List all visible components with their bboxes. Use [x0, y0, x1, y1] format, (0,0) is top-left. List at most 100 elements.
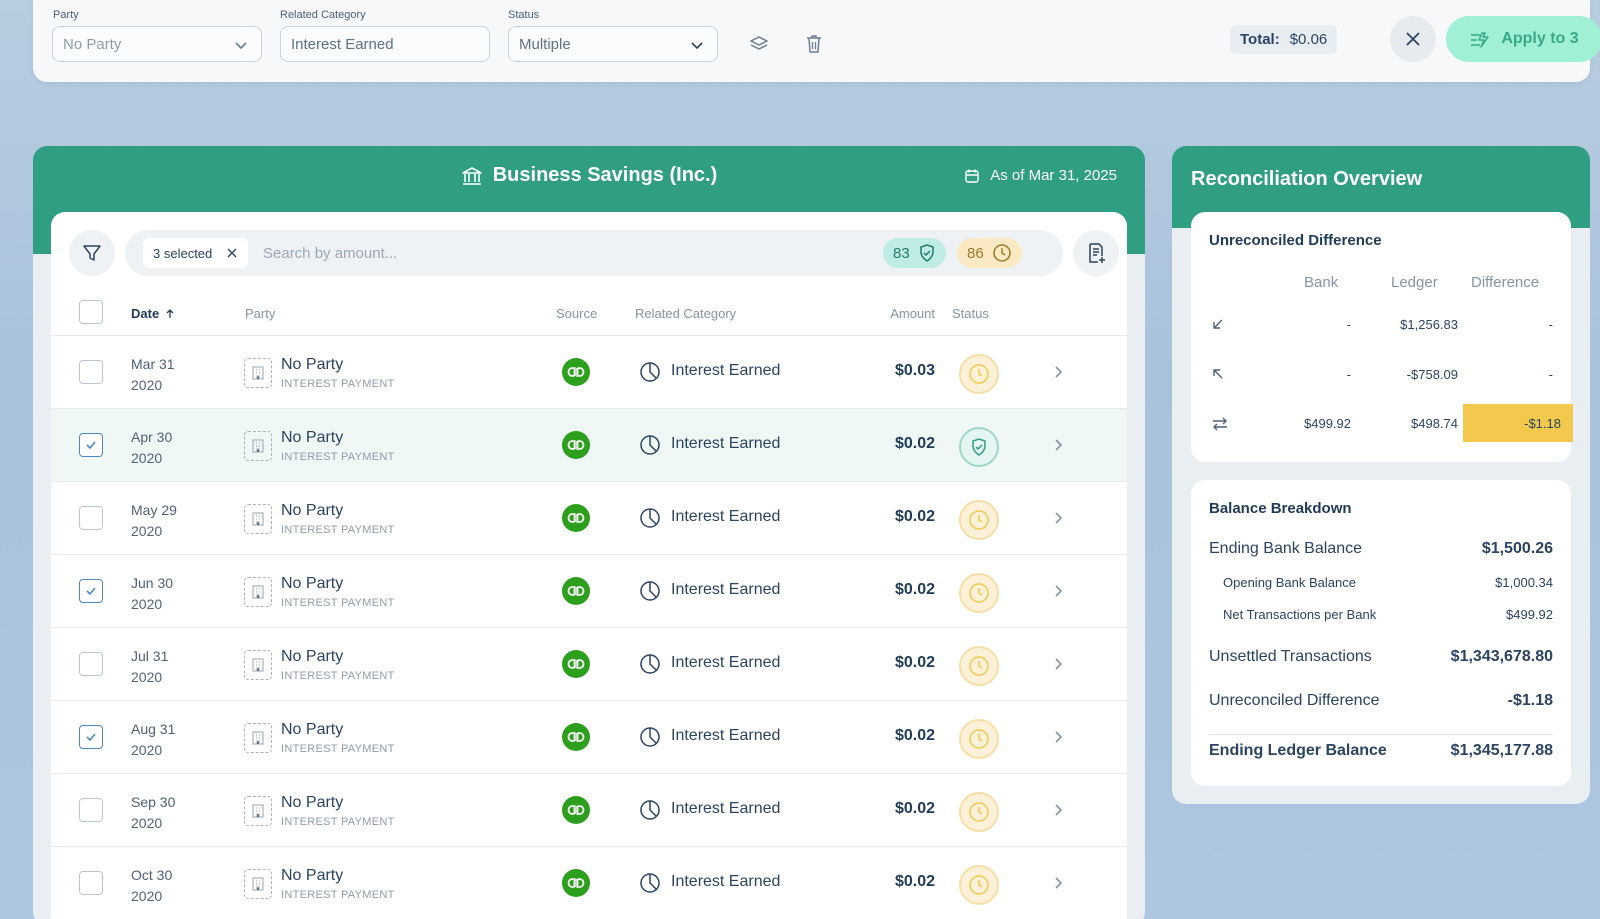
row-checkbox[interactable]	[79, 506, 103, 530]
chevron-right-icon[interactable]	[1051, 875, 1065, 891]
clock-icon[interactable]	[959, 646, 999, 686]
amount-column-header[interactable]: Amount	[890, 306, 935, 321]
building-icon	[244, 650, 272, 680]
unreconciled-difference-card: Unreconciled Difference Bank Ledger Diff…	[1191, 212, 1573, 462]
layers-icon[interactable]	[745, 30, 773, 58]
row-amount: $0.02	[894, 581, 935, 598]
row-category[interactable]: Interest Earned	[671, 362, 781, 379]
row-checkbox[interactable]	[79, 725, 103, 749]
reconciled-count-badge[interactable]: 83	[883, 238, 946, 268]
row-party-name[interactable]: No Party	[281, 356, 344, 373]
pie-chart-icon	[639, 361, 661, 383]
row-category[interactable]: Interest Earned	[671, 654, 781, 671]
row-party-name[interactable]: No Party	[281, 575, 344, 592]
building-icon	[244, 723, 272, 753]
chevron-right-icon[interactable]	[1051, 802, 1065, 818]
table-row[interactable]: May 29 2020 No Party INTEREST PAYMENT Intere…	[51, 482, 1127, 555]
difference-highlight[interactable]: -$1.18	[1463, 404, 1573, 442]
table-row[interactable]: Jun 30 2020 No Party INTEREST PAYMENT Intere…	[51, 555, 1127, 628]
chevron-right-icon[interactable]	[1051, 656, 1065, 672]
row-party-description: INTEREST PAYMENT	[281, 816, 395, 828]
party-field-label: Party	[53, 9, 79, 21]
chevron-right-icon[interactable]	[1051, 510, 1065, 526]
sort-ascending-icon	[166, 308, 174, 318]
clock-icon[interactable]	[959, 865, 999, 905]
row-date-month-day: May 29	[131, 502, 177, 518]
close-button[interactable]	[1390, 16, 1436, 62]
row-party-name[interactable]: No Party	[281, 648, 344, 665]
row-party-name[interactable]: No Party	[281, 429, 344, 446]
table-row[interactable]: Mar 31 2020 No Party INTEREST PAYMENT Intere…	[51, 336, 1127, 409]
selected-chip[interactable]: 3 selected	[143, 238, 249, 268]
apply-button[interactable]: Apply to 3	[1446, 16, 1600, 62]
row-date: Mar 31 2020	[131, 354, 175, 396]
clock-icon[interactable]	[959, 792, 999, 832]
pie-chart-icon	[639, 434, 661, 456]
row-party-name[interactable]: No Party	[281, 794, 344, 811]
search-input[interactable]	[263, 238, 863, 268]
row-category[interactable]: Interest Earned	[671, 435, 781, 452]
row-date-month-day: Apr 30	[131, 429, 173, 445]
date-column-header[interactable]: Date	[131, 306, 175, 321]
filter-icon	[83, 245, 101, 261]
related-category-input[interactable]: Interest Earned	[280, 26, 490, 62]
balance-breakdown-card: Balance Breakdown Ending Bank Balance $1…	[1191, 480, 1571, 786]
row-category[interactable]: Interest Earned	[671, 873, 781, 890]
row-amount: $0.02	[894, 654, 935, 671]
clock-icon[interactable]	[959, 500, 999, 540]
row-checkbox[interactable]	[79, 360, 103, 384]
table-row[interactable]: Aug 31 2020 No Party INTEREST PAYMENT Intere…	[51, 701, 1127, 774]
row-party-name[interactable]: No Party	[281, 502, 344, 519]
unreconciled-label: Unreconciled Difference	[1209, 692, 1380, 709]
table-row[interactable]: Apr 30 2020 No Party INTEREST PAYMENT Intere…	[51, 409, 1127, 482]
quickbooks-icon	[562, 650, 590, 678]
row-category[interactable]: Interest Earned	[671, 508, 781, 525]
party-column-header[interactable]: Party	[245, 306, 276, 321]
row-category[interactable]: Interest Earned	[671, 800, 781, 817]
row-category[interactable]: Interest Earned	[671, 727, 781, 744]
clock-icon[interactable]	[959, 354, 999, 394]
filter-button[interactable]	[69, 230, 115, 276]
row-checkbox[interactable]	[79, 579, 103, 603]
table-row[interactable]: Sep 30 2020 No Party INTEREST PAYMENT Intere…	[51, 774, 1127, 847]
row-date-month-day: Jul 31	[131, 648, 169, 664]
row-date: Apr 30 2020	[131, 427, 172, 469]
select-all-checkbox[interactable]	[79, 300, 103, 324]
arrow-up-left-icon	[1211, 367, 1225, 381]
table-row[interactable]: Oct 30 2020 No Party INTEREST PAYMENT Intere…	[51, 847, 1127, 919]
row-date-month-day: Sep 30	[131, 794, 176, 810]
shield-check-icon[interactable]	[959, 427, 999, 467]
report-button[interactable]	[1073, 230, 1119, 276]
category-column-header[interactable]: Related Category	[635, 306, 737, 321]
table-row[interactable]: Jul 31 2020 No Party INTEREST PAYMENT Intere…	[51, 628, 1127, 701]
row-checkbox[interactable]	[79, 652, 103, 676]
pie-chart-icon	[639, 799, 661, 821]
status-select[interactable]: Multiple	[508, 26, 718, 62]
row-party-name[interactable]: No Party	[281, 721, 344, 738]
status-select-value: Multiple	[519, 35, 571, 53]
account-name: Business Savings (Inc.)	[492, 164, 718, 186]
trash-icon[interactable]	[800, 30, 828, 58]
chevron-right-icon[interactable]	[1051, 583, 1065, 599]
pending-count-badge[interactable]: 86	[957, 238, 1022, 268]
chevron-right-icon[interactable]	[1051, 364, 1065, 380]
total-label: Total:	[1240, 31, 1280, 48]
party-select[interactable]: No Party	[52, 26, 262, 62]
clock-icon[interactable]	[959, 573, 999, 613]
pie-chart-icon	[639, 872, 661, 894]
clock-icon[interactable]	[959, 719, 999, 759]
status-column-header[interactable]: Status	[952, 306, 989, 321]
chevron-right-icon[interactable]	[1051, 437, 1065, 453]
row-amount: $0.02	[894, 873, 935, 890]
row-category[interactable]: Interest Earned	[671, 581, 781, 598]
as-of-date[interactable]: As of Mar 31, 2025	[964, 167, 1117, 184]
row-checkbox[interactable]	[79, 433, 103, 457]
row-checkbox[interactable]	[79, 798, 103, 822]
row-checkbox[interactable]	[79, 871, 103, 895]
source-column-header[interactable]: Source	[556, 306, 598, 321]
chevron-right-icon[interactable]	[1051, 729, 1065, 745]
row-party-name[interactable]: No Party	[281, 867, 344, 884]
table-body: Mar 31 2020 No Party INTEREST PAYMENT Intere…	[51, 336, 1127, 919]
row-amount: $0.02	[894, 727, 935, 744]
bank-value: -	[1346, 367, 1351, 382]
